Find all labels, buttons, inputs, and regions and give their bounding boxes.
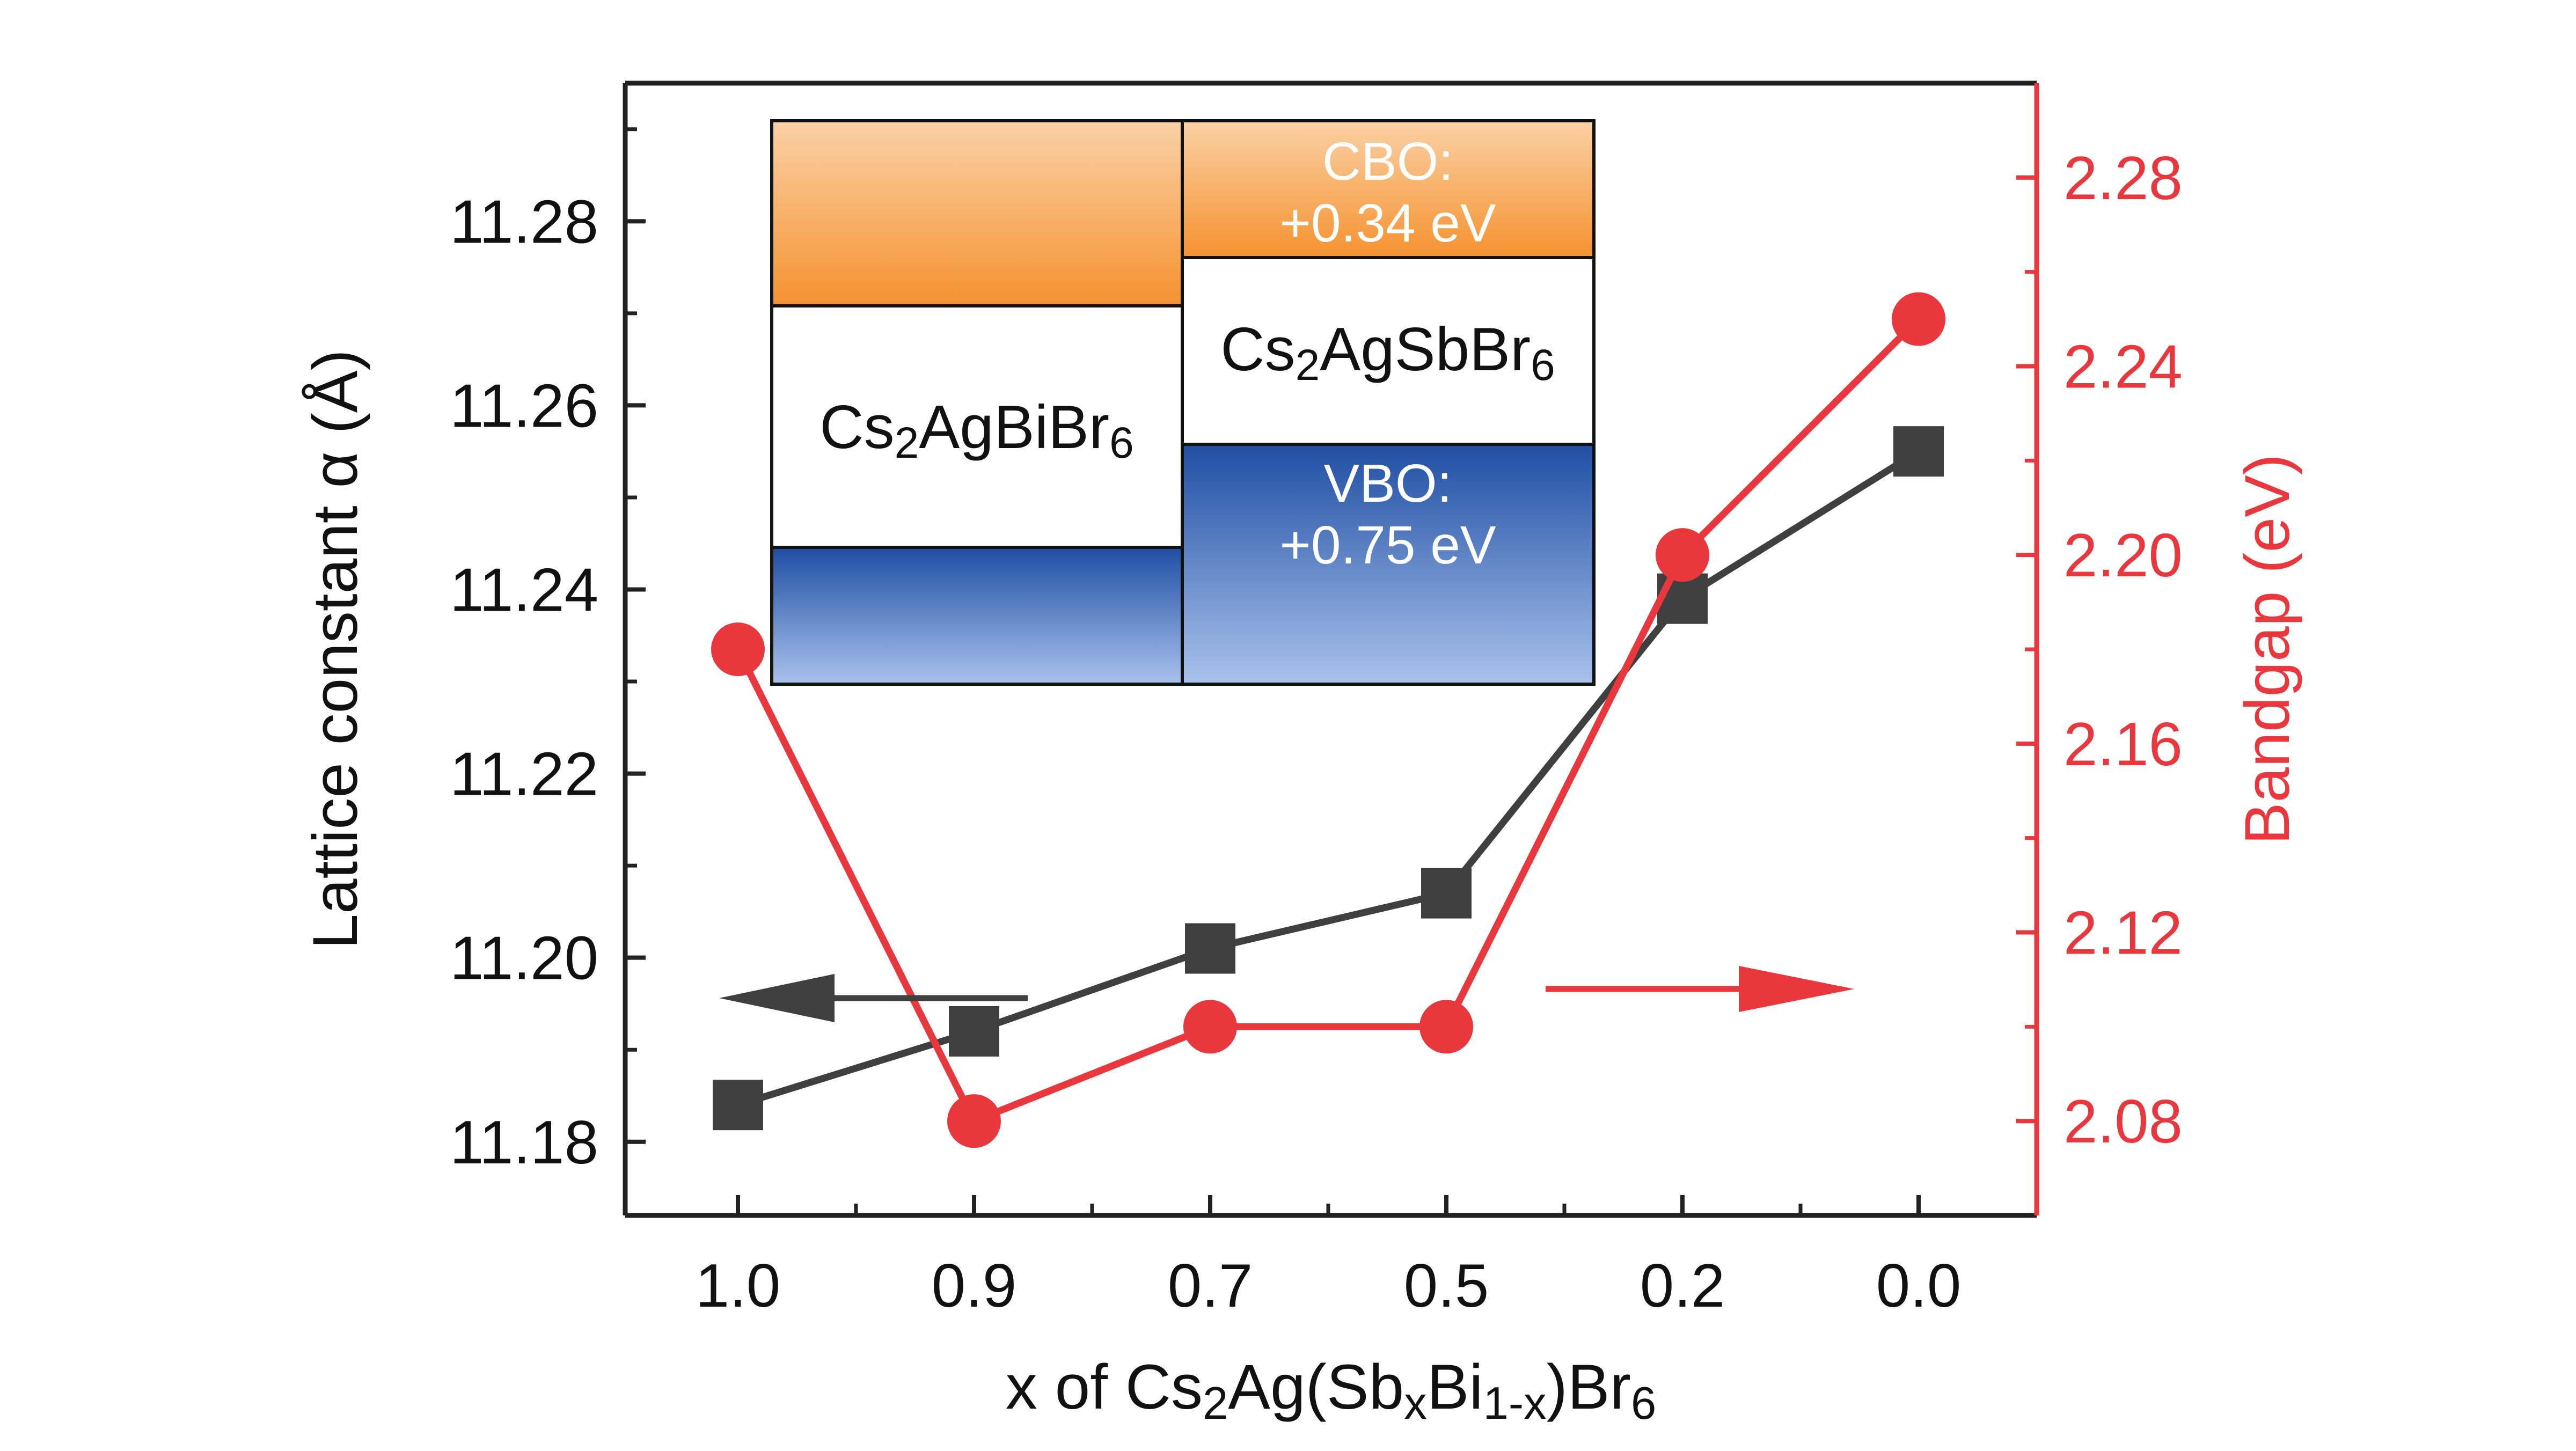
text-run: AgBiBr [919, 393, 1109, 461]
subscript: 1-x [1483, 1378, 1547, 1429]
left-tick-label: 11.24 [450, 556, 598, 624]
bandgap-point [1892, 292, 1945, 346]
right-axis-arrow-head [1739, 966, 1854, 1012]
subscript: 2 [1296, 341, 1320, 390]
x-tick-label: 0.5 [1404, 1252, 1489, 1320]
bandgap-point [947, 1094, 1001, 1148]
material-label-bi: Cs2AgBiBr6 [819, 393, 1133, 467]
lattice-point [1893, 426, 1944, 477]
ticks-layer: 11.18 11.20 11.22 11.24 11.26 11.28 2.08 2.12 2.… [450, 127, 2183, 1320]
text-run: Ag(Sb [1228, 1352, 1404, 1423]
subscript: 6 [1109, 419, 1134, 467]
x-tick-label: 1.0 [696, 1252, 780, 1320]
bandgap-series-line [735, 316, 1921, 1125]
text-run: AgSbBr [1320, 316, 1531, 384]
arrows-layer [719, 966, 1854, 1022]
series-layer [711, 292, 1945, 1148]
left-axis-title: Lattice constant α (Å) [300, 349, 371, 949]
subscript: x [1404, 1378, 1426, 1429]
text-run: Cs [1220, 316, 1295, 384]
bandgap-point [1419, 1000, 1473, 1054]
sb-conduction-band [1182, 121, 1594, 258]
left-axis-arrow-head [719, 974, 835, 1022]
right-tick-label: 2.28 [2063, 144, 2183, 212]
sb-valence-band [1182, 444, 1594, 684]
lattice-point [1421, 868, 1472, 919]
cbo-label: CBO: [1322, 131, 1453, 192]
subscript: 2 [1203, 1378, 1228, 1429]
lattice-point [949, 1006, 999, 1057]
right-tick-label: 2.08 [2063, 1088, 2183, 1156]
vbo-value: +0.75 eV [1279, 515, 1496, 575]
bandgap-point [711, 622, 765, 676]
text-run: Bi [1427, 1352, 1483, 1423]
left-tick-label: 11.22 [450, 741, 598, 809]
bandgap-point [1656, 528, 1709, 582]
bi-valence-band [772, 547, 1182, 684]
material-label-sb: Cs2AgSbBr6 [1220, 316, 1555, 390]
left-tick-label: 11.20 [450, 925, 598, 993]
x-tick-label: 0.7 [1168, 1252, 1253, 1320]
lattice-point [1185, 923, 1235, 974]
text-run: )Br [1547, 1352, 1631, 1423]
bandgap-point [1183, 1000, 1237, 1054]
cbo-value: +0.34 eV [1279, 193, 1496, 253]
right-tick-label: 2.16 [2063, 710, 2183, 779]
x-tick-label: 0.2 [1640, 1252, 1725, 1320]
left-tick-label: 11.18 [450, 1109, 598, 1177]
right-tick-label: 2.20 [2063, 522, 2183, 590]
subscript: 6 [1631, 1378, 1656, 1429]
x-axis-title: x of Cs2Ag(SbxBi1-x)Br6 [1006, 1352, 1656, 1429]
x-tick-label: 0.9 [932, 1252, 1016, 1320]
x-tick-label: 0.0 [1876, 1252, 1961, 1320]
axis-titles-layer: Lattice constant α (Å) Bandgap (eV) x of C… [300, 349, 2303, 1428]
lattice-point [713, 1080, 763, 1131]
left-tick-label: 11.26 [450, 372, 598, 440]
inset-frame [770, 119, 1596, 686]
bi-conduction-band [772, 121, 1182, 306]
text-run: Cs [819, 393, 894, 461]
subscript: 6 [1531, 341, 1555, 390]
text-run: x of Cs [1006, 1352, 1203, 1423]
subscript: 2 [895, 419, 919, 467]
right-tick-label: 2.24 [2063, 333, 2183, 401]
right-axis-title: Bandgap (eV) [2232, 454, 2303, 845]
vbo-label: VBO: [1324, 453, 1452, 514]
left-tick-label: 11.28 [450, 188, 598, 256]
right-tick-label: 2.12 [2063, 899, 2183, 968]
